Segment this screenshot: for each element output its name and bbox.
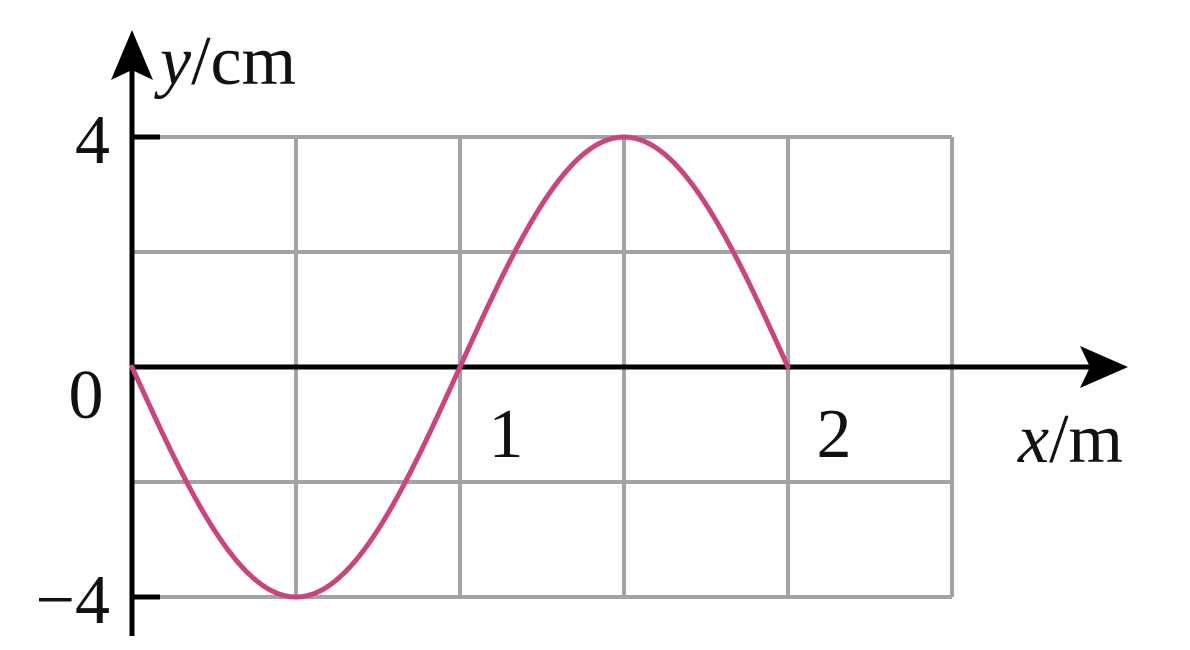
x-tick-label: 2	[817, 396, 852, 473]
ticks	[132, 134, 160, 600]
y-tick-label: −4	[36, 562, 110, 639]
axes	[111, 30, 1128, 636]
y-axis-arrow	[111, 30, 153, 80]
tick-labels: 4 −4 1 2	[36, 102, 852, 639]
origin-label: 0	[69, 357, 104, 434]
y-tick-label: 4	[75, 102, 110, 179]
y-axis-label: y/cm	[154, 23, 296, 100]
wave-curve	[129, 134, 791, 600]
x-axis-label: x/m	[1017, 401, 1123, 478]
x-tick-label: 1	[489, 396, 524, 473]
x-axis-arrow	[1080, 346, 1128, 388]
